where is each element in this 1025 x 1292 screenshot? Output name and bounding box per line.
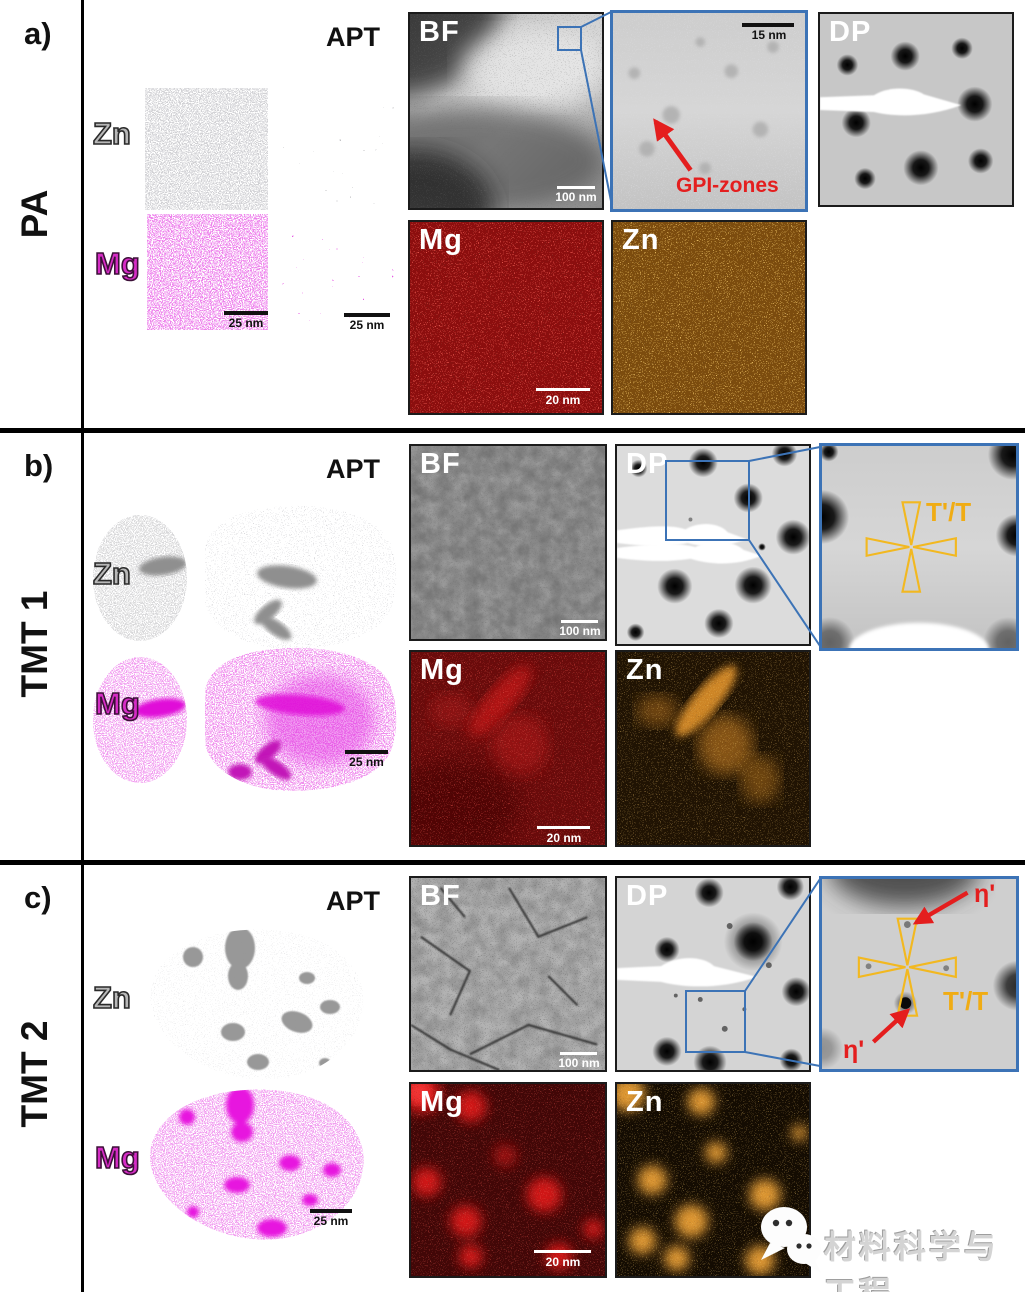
dp-label-c: DP <box>626 880 669 912</box>
eta-label-bottom: η' <box>843 1036 865 1064</box>
dp-panel-b: DP <box>615 444 811 646</box>
eta-arrow-bottom <box>871 1008 911 1044</box>
mg-map-label-b: Mg <box>420 654 464 686</box>
apt-scalebar-c <box>310 1209 352 1213</box>
mg-map-image-c <box>411 1084 605 1276</box>
apt-zn-label-a: Zn <box>92 115 131 152</box>
eta-label-top: η' <box>974 880 996 908</box>
bf-scalebar-b <box>561 620 598 623</box>
t-prime-label-c: T'/T <box>943 986 989 1016</box>
inset-panel-c <box>819 876 1019 1072</box>
bf-label-a: BF <box>419 16 460 48</box>
bf-scalebar-a-label: 100 nm <box>555 190 597 204</box>
apt-title-b: APT <box>326 454 380 484</box>
bf-panel-c: BF <box>409 876 607 1072</box>
apt-scalebar-c-label: 25 nm <box>313 1214 349 1228</box>
dp-image-a <box>820 14 1012 205</box>
apt-zn-map-a <box>145 88 268 210</box>
row-label-tmt1: TMT 1 <box>14 590 55 698</box>
beam-stop-b2 <box>617 541 762 564</box>
bf-scalebar-c-label: 100 nm <box>558 1056 600 1070</box>
mg-map-scalebar-b <box>537 826 590 829</box>
watermark-text: 材料科学与工程 <box>824 1229 1000 1292</box>
zn-map-image-a <box>613 222 805 413</box>
apt-clouds-b <box>93 505 397 791</box>
mg-map-scalebar-c-label: 20 nm <box>545 1255 581 1269</box>
wechat-icon <box>761 1207 821 1273</box>
inset-image-a <box>613 13 805 209</box>
inset-scalebar-a <box>742 23 794 27</box>
mg-map-panel-a: Mg <box>408 220 604 415</box>
apt-scalebar-a-left <box>224 311 268 315</box>
apt-mg-label-c: Mg <box>94 1139 140 1176</box>
apt-mg-clusters-a <box>282 222 395 322</box>
apt-scalebar-b <box>345 750 388 754</box>
dp-label-a: DP <box>829 16 872 48</box>
gpi-zones-annotation: GPI-zones <box>676 174 779 197</box>
bf-panel-a: BF <box>408 12 604 210</box>
apt-zn-clusters-a <box>282 96 395 210</box>
mg-map-label-c: Mg <box>420 1086 464 1118</box>
inset-panel-b <box>819 443 1019 651</box>
zn-map-panel-a: Zn <box>611 220 807 415</box>
left-axis-line <box>81 0 84 1292</box>
apt-mg-label-b: Mg <box>94 685 140 722</box>
eta-arrow-top <box>912 890 969 925</box>
dp-label-b: DP <box>626 448 669 480</box>
inset-scalebar-a-label: 15 nm <box>751 28 787 42</box>
mg-map-scalebar-a <box>536 388 590 391</box>
inset-image-b <box>822 446 1016 648</box>
apt-scalebar-a-right <box>344 313 390 317</box>
mg-map-scalebar-a-label: 20 nm <box>545 393 581 407</box>
mg-map-panel-c: Mg <box>409 1082 607 1278</box>
mg-map-scalebar-c <box>534 1250 591 1253</box>
zn-map-label-c: Zn <box>626 1086 664 1118</box>
dp-panel-a: DP <box>818 12 1014 207</box>
mg-map-image-a <box>410 222 602 413</box>
mg-map-label-a: Mg <box>419 224 463 256</box>
apt-mg-label-a: Mg <box>94 245 140 282</box>
beam-bulge-b <box>849 622 989 648</box>
zn-map-label-b: Zn <box>626 654 664 686</box>
gpi-arrow <box>653 118 693 172</box>
row-divider-1 <box>0 428 1025 433</box>
apt-mg-map-a <box>147 214 268 330</box>
beam-stop-a <box>820 88 962 116</box>
row-label-tmt2: TMT 2 <box>14 1020 55 1128</box>
mg-map-panel-b: Mg <box>409 650 607 847</box>
apt-title-a: APT <box>326 22 380 52</box>
bf-image-b <box>411 446 605 639</box>
zn-map-label-a: Zn <box>622 224 660 256</box>
beam-stop-c <box>617 958 758 987</box>
t-prime-label-b: T'/T <box>926 497 972 527</box>
bf-scalebar-c <box>560 1052 597 1055</box>
bf-scalebar-a <box>557 186 595 189</box>
apt-zn-label-c: Zn <box>92 979 131 1016</box>
apt-clouds-c <box>149 929 364 1240</box>
apt-title-c: APT <box>326 886 380 916</box>
bf-scalebar-b-label: 100 nm <box>559 624 601 638</box>
panel-letter-c: c) <box>24 880 52 915</box>
zn-map-image-b <box>617 652 809 845</box>
bf-panel-b: BF <box>409 444 607 641</box>
mg-map-image-b <box>411 652 605 845</box>
apt-scalebar-a-left-label: 25 nm <box>228 316 264 330</box>
bf-label-c: BF <box>420 880 461 912</box>
dp-panel-c: DP <box>615 876 811 1072</box>
apt-scalebar-a-right-label: 25 nm <box>349 318 385 332</box>
zn-map-panel-b: Zn <box>615 650 811 847</box>
apt-zn-label-b: Zn <box>92 555 131 592</box>
apt-scalebar-b-label: 25 nm <box>349 755 384 769</box>
mg-map-scalebar-b-label: 20 nm <box>546 831 582 845</box>
panel-letter-b: b) <box>24 448 54 483</box>
inset-image-c <box>822 879 1016 1069</box>
bf-image-c <box>411 878 605 1070</box>
t-prime-cross-b <box>865 501 957 593</box>
panel-letter-a: a) <box>24 16 52 51</box>
row-divider-2 <box>0 860 1025 865</box>
inset-panel-a <box>610 10 808 212</box>
row-label-pa: PA <box>14 189 55 239</box>
bf-label-b: BF <box>420 448 461 480</box>
